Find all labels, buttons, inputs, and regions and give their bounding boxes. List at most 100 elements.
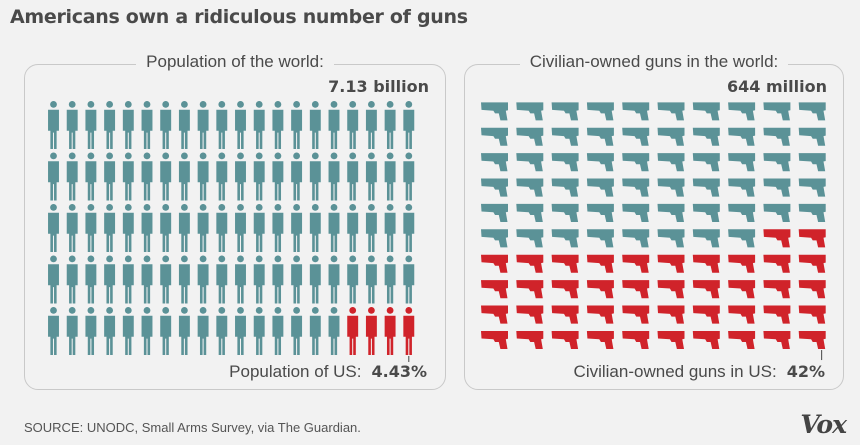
world-person-icon (141, 307, 153, 355)
world-person-icon (216, 307, 228, 355)
world-pistol-icon (551, 153, 579, 172)
world-pistol-icon (798, 102, 826, 121)
world-person-icon (328, 101, 340, 149)
us-pistol-icon (657, 254, 685, 273)
world-pistol-icon (516, 102, 544, 121)
world-person-icon (384, 204, 396, 252)
world-pistol-icon (481, 178, 508, 197)
world-person-icon (384, 101, 396, 149)
world-person-icon (253, 152, 265, 201)
world-person-icon (122, 307, 134, 355)
world-person-icon (178, 101, 190, 149)
guns-share: Civilian-owned guns in US: 42% (567, 362, 825, 382)
us-pistol-icon (622, 331, 650, 349)
us-pistol-icon (763, 254, 791, 273)
us-pistol-icon (728, 331, 756, 349)
world-pistol-icon (692, 203, 720, 222)
us-pistol-icon (516, 331, 544, 349)
world-person-icon (365, 204, 377, 252)
us-pistol-icon (481, 305, 508, 324)
world-person-icon (272, 204, 284, 252)
world-person-icon (85, 152, 97, 201)
world-person-icon (104, 204, 116, 252)
world-pistol-icon (622, 102, 650, 121)
world-pistol-icon (728, 203, 756, 222)
population-heading: Population of the world: (136, 52, 334, 71)
world-pistol-icon (728, 153, 756, 172)
world-pistol-icon (798, 178, 826, 197)
us-pistol-icon (481, 254, 508, 273)
world-person-icon (160, 101, 172, 149)
us-person-icon (384, 307, 396, 355)
us-person-icon (365, 307, 377, 355)
world-person-icon (272, 255, 284, 304)
world-person-icon (347, 255, 359, 304)
world-pistol-icon (481, 102, 508, 121)
world-person-icon (403, 101, 415, 149)
world-person-icon (253, 204, 265, 252)
world-person-icon (253, 255, 265, 304)
world-person-icon (253, 307, 265, 355)
us-pistol-icon (692, 331, 720, 349)
world-person-icon (291, 307, 303, 355)
us-pistol-icon (586, 331, 614, 349)
world-pistol-icon (798, 203, 826, 222)
us-pistol-icon (516, 280, 544, 299)
world-pistol-icon (622, 178, 650, 197)
us-pistol-icon (798, 280, 826, 299)
world-pistol-icon (586, 178, 614, 197)
world-person-icon (160, 307, 172, 355)
us-pistol-icon (798, 305, 826, 324)
world-person-icon (272, 307, 284, 355)
world-person-icon (141, 152, 153, 201)
world-person-icon (178, 152, 190, 201)
world-person-icon (197, 204, 209, 252)
world-person-icon (253, 101, 265, 149)
world-person-icon (365, 101, 377, 149)
world-person-icon (365, 152, 377, 201)
world-pistol-icon (586, 229, 614, 248)
world-person-icon (309, 255, 321, 304)
world-person-icon (141, 204, 153, 252)
us-pistol-icon (692, 305, 720, 324)
world-person-icon (235, 255, 246, 304)
us-pistol-icon (586, 280, 614, 299)
world-person-icon (48, 204, 59, 252)
world-person-icon (309, 204, 321, 252)
world-person-icon (160, 255, 172, 304)
us-pistol-icon (622, 254, 650, 273)
world-person-icon (66, 307, 78, 355)
us-pistol-icon (622, 280, 650, 299)
world-pistol-icon (657, 102, 685, 121)
world-person-icon (141, 101, 153, 149)
world-pistol-icon (586, 102, 614, 121)
world-pistol-icon (551, 102, 579, 121)
world-person-icon (48, 101, 59, 149)
world-person-icon (66, 152, 78, 201)
world-pistol-icon (657, 127, 685, 146)
world-person-icon (328, 307, 340, 355)
world-person-icon (384, 152, 396, 201)
guns-pictograph (481, 102, 826, 361)
us-person-icon (347, 307, 359, 355)
world-person-icon (328, 204, 340, 252)
world-pistol-icon (728, 127, 756, 146)
us-pistol-icon (657, 331, 685, 349)
us-pistol-icon (481, 280, 508, 299)
population-pictograph (48, 101, 415, 368)
world-person-icon (104, 255, 116, 304)
world-person-icon (178, 255, 190, 304)
guns-heading: Civilian-owned guns in the world: (519, 52, 789, 71)
us-pistol-icon (586, 254, 614, 273)
world-person-icon (104, 101, 116, 149)
us-pistol-icon (728, 305, 756, 324)
world-pistol-icon (728, 229, 756, 248)
world-pistol-icon (516, 127, 544, 146)
world-person-icon (235, 204, 246, 252)
world-person-icon (197, 152, 209, 201)
world-person-icon (216, 255, 228, 304)
world-person-icon (291, 152, 303, 201)
us-pistol-icon (728, 254, 756, 273)
world-person-icon (85, 307, 97, 355)
us-pistol-icon (763, 280, 791, 299)
